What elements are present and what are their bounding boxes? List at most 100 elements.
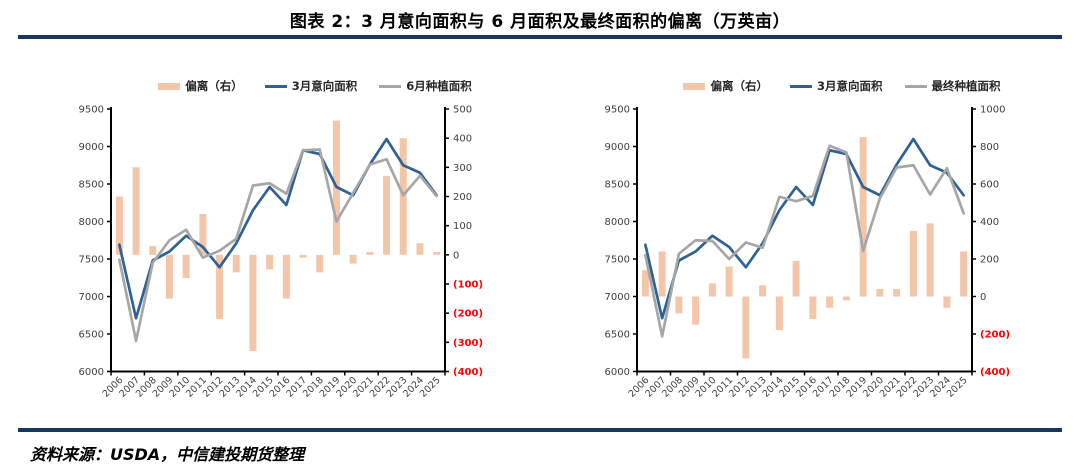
right-axis-tick-label: 300 [453,163,472,174]
deviation-bar [658,251,666,297]
right-axis-tick-label: 800 [980,142,999,153]
right-axis-tick-label: 100 [453,221,472,232]
left-value-axis: 6000 6500 7000 7500 8000 8500 9000 9500 [79,105,112,378]
legend-line-swatch [264,84,287,88]
right-axis-tick-label: (400) [453,367,483,378]
deviation-bar [708,283,716,297]
deviation-bar [299,254,307,258]
deviation-bar [149,246,157,255]
y-axis-tick-label: 6000 [79,367,104,378]
category-axis: 2006200720082009201020112012201320142015… [101,370,446,400]
deviation-bar [943,296,951,308]
y-axis-tick-label: 7500 [79,255,104,266]
y-axis-tick-label: 9500 [79,105,104,116]
deviation-bar [216,254,224,319]
deviation-bar [909,230,917,297]
right-axis-tick-label: 200 [980,255,999,266]
legend-label: 偏离（右） [710,79,768,93]
deviation-bar-series [641,137,968,359]
deviation-bar [859,137,867,297]
y-axis-tick-label: 8000 [79,217,104,228]
y-axis-tick-label: 6000 [605,367,630,378]
right-axis-tick-label: (200) [980,330,1010,341]
deviation-bar [742,296,750,359]
right-value-axis: (400) (200) 0 200 400 600 800 1000 [971,105,1010,378]
deviation-bar [416,243,424,255]
legend-label: 3月意向面积 [291,79,358,93]
right-axis-tick-label: (300) [453,338,483,349]
figure-title: 图表 2：3 月意向面积与 6 月面积及最终面积的偏离（万英亩） [289,12,791,32]
deviation-bar [692,296,700,325]
deviation-bar [132,167,140,255]
y-axis-tick-label: 9000 [79,142,104,153]
deviation-bar [792,260,800,297]
legend-label: 最终种植面积 [931,79,1001,93]
right-axis-tick-label: 200 [453,192,472,203]
deviation-bar [316,254,324,273]
y-axis-tick-label: 7000 [605,292,630,303]
deviation-bar [366,251,374,255]
deviation-bar [383,176,391,255]
secondary-area-line [117,148,438,343]
deviation-bar [266,254,274,270]
right-axis-tick-label: (200) [453,309,483,320]
left-value-axis: 6000 6500 7000 7500 8000 8500 9000 9500 [605,105,638,378]
title-divider [18,35,1062,39]
right-axis-tick-label: 400 [980,217,999,228]
y-axis-tick-label: 7000 [79,292,104,303]
deviation-bar [775,296,783,331]
deviation-bar [641,270,649,297]
y-axis-tick-label: 8500 [605,180,630,191]
right-axis-tick-label: 1000 [980,105,1005,116]
legend-item: 最终种植面积 [904,78,1001,94]
deviation-bar [433,251,441,255]
deviation-bar [199,214,207,255]
legend-item: 3月意向面积 [789,78,883,94]
y-axis-tick-label: 8500 [79,180,104,191]
legend-line-swatch [789,84,812,88]
deviation-bar [282,254,290,299]
deviation-bar [675,296,683,314]
footer-divider [18,428,1062,432]
deviation-bar [725,266,733,297]
legend-label: 偏离（右） [185,79,243,93]
legend-label: 6月种植面积 [406,79,472,93]
deviation-bar [893,289,901,297]
deviation-bar [165,254,173,299]
legend-bar-swatch [158,82,181,90]
right-axis-tick-label: 500 [453,105,472,116]
right-axis-tick-label: 600 [980,180,999,191]
deviation-bar [809,296,817,319]
y-axis-tick-label: 9000 [605,142,630,153]
right-axis-tick-label: (400) [980,367,1010,378]
march-intentions-line [117,137,438,320]
secondary-area-line [644,144,965,338]
deviation-bar [960,251,968,297]
right-axis-tick-label: 0 [453,250,459,261]
left-chart: 6000 6500 7000 7500 8000 8500 9000 9500 (400) (30… [79,105,483,400]
y-axis-tick-label: 6500 [79,330,104,341]
deviation-bar [182,254,190,279]
march-intentions-line [644,137,965,320]
right-value-axis: (400) (300) (200) (100) 0 100 200 300 400 500 [444,105,483,378]
left-chart-legend: 偏离（右） 3月意向面积 6月种植面积 [85,78,545,94]
deviation-bar [232,254,240,273]
legend-item: 偏离（右） [683,78,768,94]
legend-item: 3月意向面积 [264,78,358,94]
y-axis-tick-label: 6500 [605,330,630,341]
deviation-bar [926,223,934,297]
deviation-bar [759,285,767,297]
deviation-bar [842,296,850,301]
deviation-bar-series [115,120,441,352]
right-chart: 60006500700075008000850090009500(400)(20… [605,105,1010,400]
y-axis-tick-label: 9500 [605,105,630,116]
category-axis: 2006200720082009201020112012201320142015… [627,370,973,400]
right-axis-tick-label: (100) [453,280,483,291]
legend-item: 6月种植面积 [379,78,472,94]
deviation-bar [876,289,884,297]
y-axis-tick-label: 7500 [605,255,630,266]
deviation-bar [349,254,357,264]
legend-line-swatch [379,84,402,88]
